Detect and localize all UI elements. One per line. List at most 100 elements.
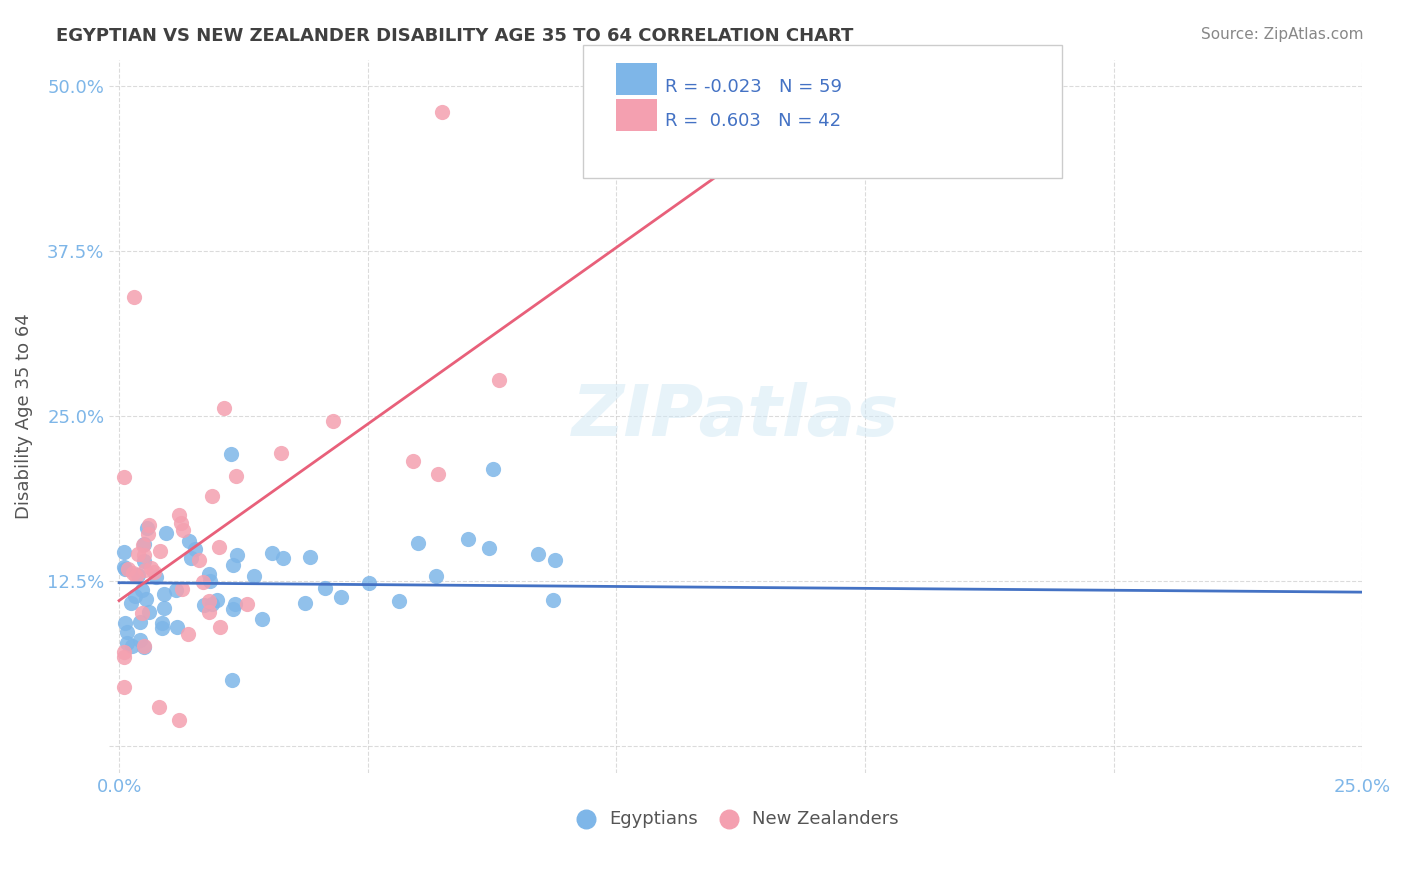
Point xyxy=(200,597,222,611)
Point xyxy=(198,594,221,608)
Point xyxy=(122,290,145,304)
Point xyxy=(139,560,162,574)
Legend: Egyptians, New Zealanders: Egyptians, New Zealanders xyxy=(565,803,905,835)
Point xyxy=(150,615,173,630)
Point xyxy=(225,548,247,562)
Point xyxy=(131,582,153,597)
Point xyxy=(132,548,155,562)
Point xyxy=(177,627,200,641)
Point xyxy=(129,615,152,629)
Point xyxy=(179,533,201,548)
Y-axis label: Disability Age 35 to 64: Disability Age 35 to 64 xyxy=(15,313,32,519)
Point xyxy=(388,593,411,607)
Point xyxy=(432,105,454,120)
Point xyxy=(155,526,177,541)
Point xyxy=(243,568,266,582)
Point xyxy=(425,568,447,582)
Point xyxy=(170,582,193,596)
Point xyxy=(322,414,344,428)
Point xyxy=(122,566,145,581)
Point xyxy=(132,639,155,653)
Point xyxy=(200,574,222,588)
Point xyxy=(208,540,231,554)
Point xyxy=(482,462,505,476)
Point xyxy=(127,547,149,561)
Point xyxy=(167,713,190,727)
Point xyxy=(219,447,242,461)
Point xyxy=(222,558,245,572)
Point xyxy=(153,601,176,615)
Point xyxy=(193,598,215,612)
Point xyxy=(135,591,157,606)
Text: R =  0.603   N = 42: R = 0.603 N = 42 xyxy=(665,112,841,130)
Point xyxy=(225,469,247,483)
Point xyxy=(121,640,143,654)
Point xyxy=(131,607,153,621)
Point xyxy=(134,553,156,567)
Point xyxy=(134,563,156,577)
Point xyxy=(112,544,135,558)
Point xyxy=(224,597,246,611)
Point xyxy=(201,489,224,503)
Point xyxy=(134,536,156,550)
Point xyxy=(544,553,567,567)
Point xyxy=(180,551,202,566)
Point xyxy=(145,570,167,584)
Point xyxy=(188,553,211,567)
Point xyxy=(114,562,136,576)
Point xyxy=(136,527,159,541)
Text: ZIPatlas: ZIPatlas xyxy=(572,382,900,450)
Point xyxy=(236,597,259,611)
Point xyxy=(197,606,219,620)
Point xyxy=(150,622,173,636)
Point xyxy=(120,596,142,610)
Text: EGYPTIAN VS NEW ZEALANDER DISABILITY AGE 35 TO 64 CORRELATION CHART: EGYPTIAN VS NEW ZEALANDER DISABILITY AGE… xyxy=(56,27,853,45)
Point xyxy=(270,446,292,460)
Point xyxy=(115,624,138,639)
Point xyxy=(166,620,188,634)
Point xyxy=(406,536,429,550)
Point xyxy=(132,538,155,552)
Point xyxy=(209,620,232,634)
Point xyxy=(117,561,139,575)
Point xyxy=(112,645,135,659)
Point xyxy=(169,516,191,531)
Point xyxy=(330,590,353,604)
Point xyxy=(543,593,565,607)
Point xyxy=(112,650,135,665)
Point xyxy=(124,589,146,603)
Point xyxy=(207,593,229,607)
Point xyxy=(221,602,243,616)
Point xyxy=(402,454,425,468)
Point xyxy=(167,508,190,522)
Text: R = -0.023   N = 59: R = -0.023 N = 59 xyxy=(665,78,842,96)
Point xyxy=(221,673,243,688)
Point xyxy=(117,636,139,650)
Point xyxy=(359,576,381,591)
Point xyxy=(314,581,336,595)
Point xyxy=(527,547,550,561)
Point xyxy=(271,550,294,565)
Point xyxy=(112,681,135,695)
Point xyxy=(142,565,165,579)
Text: Source: ZipAtlas.com: Source: ZipAtlas.com xyxy=(1201,27,1364,42)
Point xyxy=(478,541,501,556)
Point xyxy=(457,532,479,546)
Point xyxy=(198,567,221,582)
Point xyxy=(212,401,235,416)
Point xyxy=(427,467,450,482)
Point xyxy=(132,640,155,654)
Point xyxy=(112,560,135,574)
Point xyxy=(138,517,160,532)
Point xyxy=(153,587,176,601)
Point xyxy=(127,568,149,582)
Point xyxy=(165,583,187,598)
Point xyxy=(138,605,160,619)
Point xyxy=(172,524,194,538)
Point xyxy=(114,616,136,631)
Point xyxy=(488,373,510,387)
Point xyxy=(252,612,274,626)
Point xyxy=(193,575,215,590)
Point xyxy=(148,699,170,714)
Point xyxy=(294,596,316,610)
